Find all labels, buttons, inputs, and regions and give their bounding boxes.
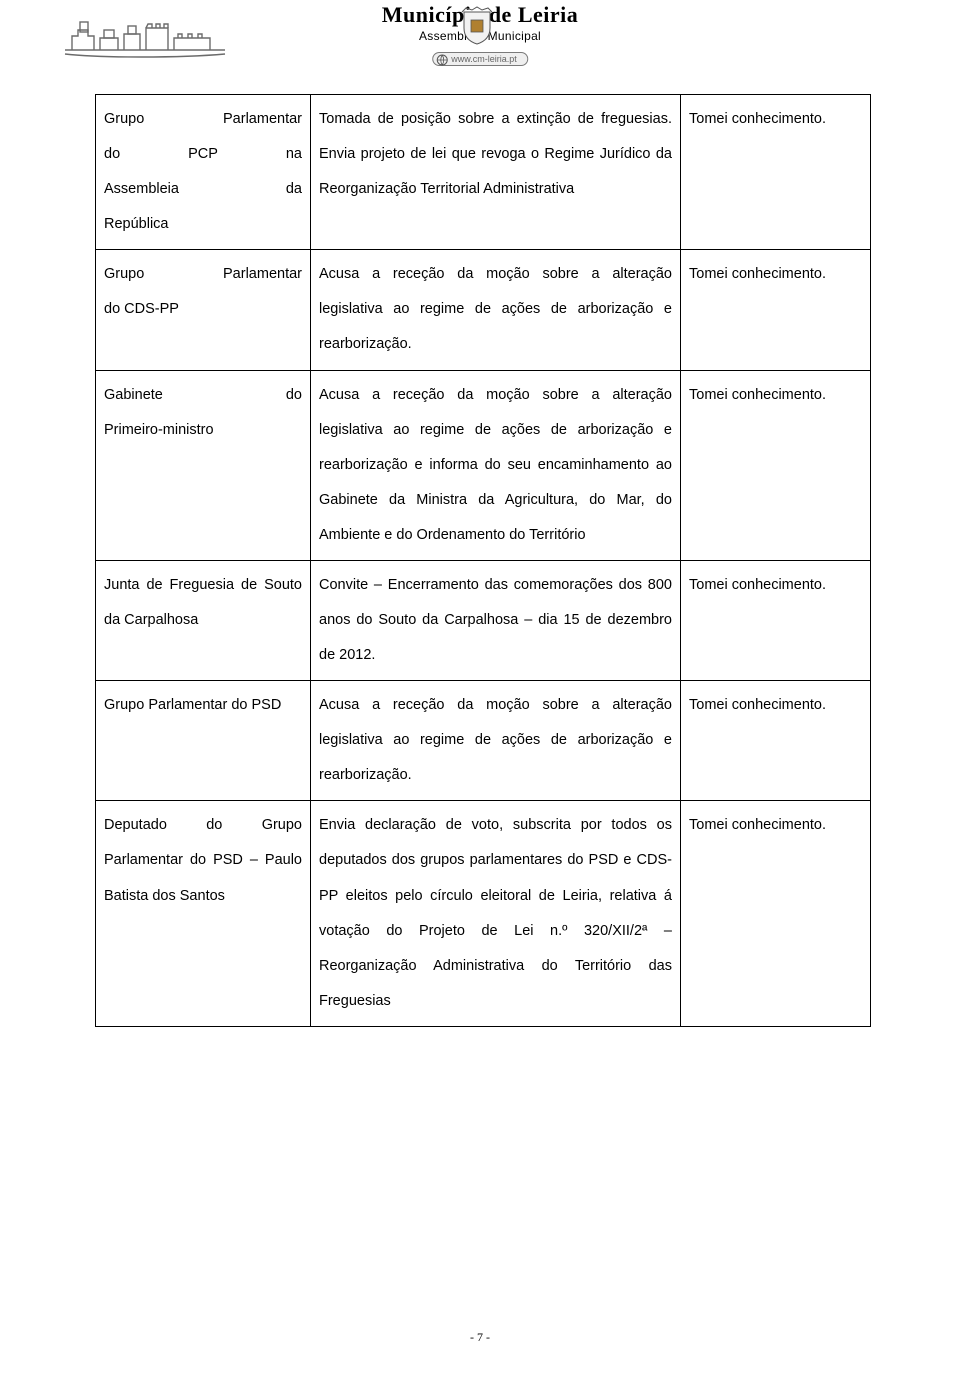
- subject-cell: Acusa a receção da moção sobre a alteraç…: [311, 250, 681, 370]
- subject-cell: Tomada de posição sobre a extinção de fr…: [311, 95, 681, 250]
- table-row: GrupoParlamentardoPCPnaAssembleiadaRepúb…: [96, 95, 871, 250]
- sender-cell: Junta de Freguesia de Souto da Carpalhos…: [96, 560, 311, 680]
- action-cell: Tomei conhecimento.: [681, 370, 871, 560]
- sender-cell: Grupo Parlamentar do PSD: [96, 681, 311, 801]
- sender-cell: GabinetedoPrimeiro-ministro: [96, 370, 311, 560]
- subject-cell: Acusa a receção da moção sobre a alteraç…: [311, 370, 681, 560]
- table-row: GrupoParlamentardo CDS-PPAcusa a receção…: [96, 250, 871, 370]
- action-cell: Tomei conhecimento.: [681, 801, 871, 1026]
- coat-of-arms-icon: [460, 6, 494, 51]
- action-cell: Tomei conhecimento.: [681, 681, 871, 801]
- action-cell: Tomei conhecimento.: [681, 250, 871, 370]
- website-url-text: www.cm-leiria.pt: [451, 54, 517, 64]
- table-row: GabinetedoPrimeiro-ministroAcusa a receç…: [96, 370, 871, 560]
- sender-cell: GrupoParlamentardo CDS-PP: [96, 250, 311, 370]
- sender-cell: Deputado do Grupo Parlamentar do PSD – P…: [96, 801, 311, 1026]
- website-url-badge: www.cm-leiria.pt: [432, 52, 528, 66]
- action-cell: Tomei conhecimento.: [681, 95, 871, 250]
- castle-line-art-icon: [60, 8, 230, 63]
- correspondence-table: GrupoParlamentardoPCPnaAssembleiadaRepúb…: [95, 94, 871, 1027]
- table-row: Grupo Parlamentar do PSDAcusa a receção …: [96, 681, 871, 801]
- action-cell: Tomei conhecimento.: [681, 560, 871, 680]
- sender-cell: GrupoParlamentardoPCPnaAssembleiadaRepúb…: [96, 95, 311, 250]
- globe-icon: [436, 54, 448, 68]
- subject-cell: Convite – Encerramento das comemorações …: [311, 560, 681, 680]
- page-number: - 7 -: [470, 1330, 490, 1345]
- subject-cell: Acusa a receção da moção sobre a alteraç…: [311, 681, 681, 801]
- table-row: Junta de Freguesia de Souto da Carpalhos…: [96, 560, 871, 680]
- subject-cell: Envia declaração de voto, subscrita por …: [311, 801, 681, 1026]
- table-row: Deputado do Grupo Parlamentar do PSD – P…: [96, 801, 871, 1026]
- page-header: Município de Leiria Assembleia Municipal…: [0, 0, 960, 84]
